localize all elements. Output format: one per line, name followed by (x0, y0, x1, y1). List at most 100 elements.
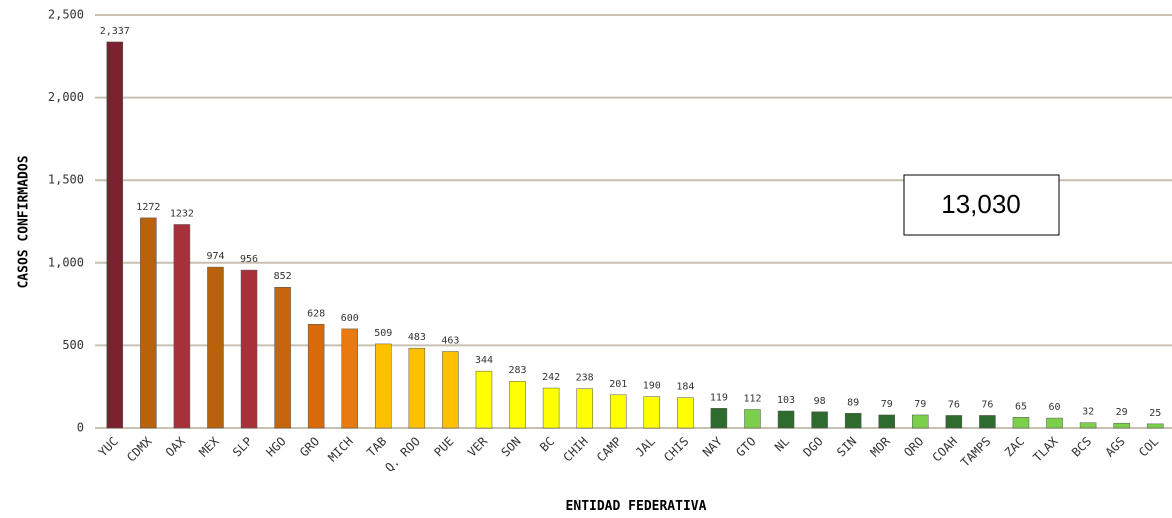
x-tick-label: BC (537, 434, 557, 454)
y-tick-label: 0 (77, 421, 84, 435)
bar (408, 347, 426, 429)
value-label: 344 (475, 355, 493, 366)
bar (609, 394, 627, 429)
x-tick-label: MICH (326, 434, 356, 464)
x-tick-label: GTO (733, 434, 758, 459)
x-tick-label: TLAX (1030, 434, 1061, 465)
x-tick-label: PUE (431, 434, 456, 459)
bar (240, 269, 258, 429)
value-label: 25 (1149, 408, 1161, 419)
bar (677, 397, 694, 429)
x-tick-label: DGO (800, 434, 825, 459)
x-tick-label: TAMPS (958, 434, 993, 469)
y-tick-label: 500 (62, 338, 84, 352)
x-tick-label: HGO (263, 434, 288, 459)
value-label: 76 (948, 399, 960, 410)
value-label: 79 (881, 399, 893, 410)
value-label: 600 (341, 313, 359, 324)
bar (140, 217, 157, 429)
value-label: 201 (609, 379, 627, 390)
x-tick-label: SIN (834, 434, 859, 459)
bar (341, 328, 358, 429)
value-label: 79 (914, 399, 926, 410)
x-tick-label: GRO (297, 434, 322, 459)
x-tick-label: ZAC (1002, 434, 1027, 459)
bar (1079, 422, 1097, 429)
bar (542, 387, 560, 429)
bar (643, 396, 661, 429)
x-tick-label: Q. ROO (382, 434, 423, 475)
bar (844, 413, 862, 429)
bar (744, 409, 761, 429)
bar (106, 41, 124, 429)
value-label: 103 (777, 395, 795, 406)
bar (945, 415, 963, 429)
value-label: 65 (1015, 401, 1027, 412)
value-label: 119 (710, 392, 728, 403)
bar (274, 286, 291, 429)
value-label: 184 (676, 382, 694, 393)
x-tick-label: COAH (930, 434, 960, 464)
x-tick-label: COL (1136, 434, 1161, 459)
y-tick-label: 1,500 (48, 173, 84, 187)
bar (576, 388, 593, 429)
value-label: 509 (374, 328, 392, 339)
annotation-box (903, 174, 1060, 236)
x-tick-label: BCS (1069, 434, 1094, 459)
x-tick-label: QRO (901, 434, 926, 459)
value-label: 2,337 (100, 26, 130, 37)
x-tick-label: YUC (96, 434, 121, 459)
x-tick-label: MEX (196, 434, 222, 460)
bar (375, 343, 392, 429)
value-label: 112 (743, 393, 761, 404)
x-tick-label: AGS (1103, 434, 1128, 459)
x-tick-label: NAY (700, 434, 726, 460)
value-label: 242 (542, 372, 560, 383)
value-label: 974 (206, 251, 224, 262)
y-tick-label: 2,500 (48, 8, 84, 22)
value-label: 1272 (136, 202, 160, 213)
bar (1113, 422, 1130, 429)
value-label: 32 (1082, 407, 1094, 418)
bar (1012, 417, 1030, 429)
bar (878, 414, 895, 429)
bar (509, 380, 526, 429)
bar (1146, 423, 1164, 429)
value-label: 1232 (170, 208, 194, 219)
value-label: 29 (1116, 407, 1128, 418)
value-label: 238 (576, 373, 594, 384)
bar (173, 224, 191, 429)
value-label: 190 (643, 381, 661, 392)
x-tick-label: JAL (633, 434, 658, 459)
bar (979, 415, 996, 429)
value-label: 89 (847, 397, 859, 408)
x-tick-label: SON (498, 434, 523, 459)
bar (442, 351, 459, 429)
bar (777, 410, 795, 429)
y-tick-label: 1,000 (48, 255, 84, 269)
value-label: 628 (307, 308, 325, 319)
bar (912, 414, 929, 429)
x-axis-label: ENTIDAD FEDERATIVA (566, 499, 707, 514)
x-tick-label: CHIH (560, 434, 590, 464)
value-label: 60 (1049, 402, 1061, 413)
value-label: 956 (240, 254, 258, 265)
x-tick-label: CHIS (661, 434, 691, 464)
bar (710, 408, 728, 429)
bar (1046, 417, 1063, 429)
bar (811, 411, 828, 429)
value-label: 852 (274, 271, 292, 282)
x-tick-label: TAB (364, 434, 389, 459)
x-tick-label: OAX (163, 434, 189, 460)
x-tick-label: CAMP (594, 434, 624, 464)
x-tick-label: SLP (230, 434, 255, 459)
value-label: 98 (814, 396, 826, 407)
x-tick-label: VER (465, 434, 491, 460)
value-label: 283 (509, 365, 527, 376)
x-tick-label: MOR (868, 434, 894, 460)
bar (475, 370, 493, 429)
x-tick-label: CDMX (124, 434, 155, 465)
bar (207, 266, 224, 429)
value-label: 483 (408, 332, 426, 343)
